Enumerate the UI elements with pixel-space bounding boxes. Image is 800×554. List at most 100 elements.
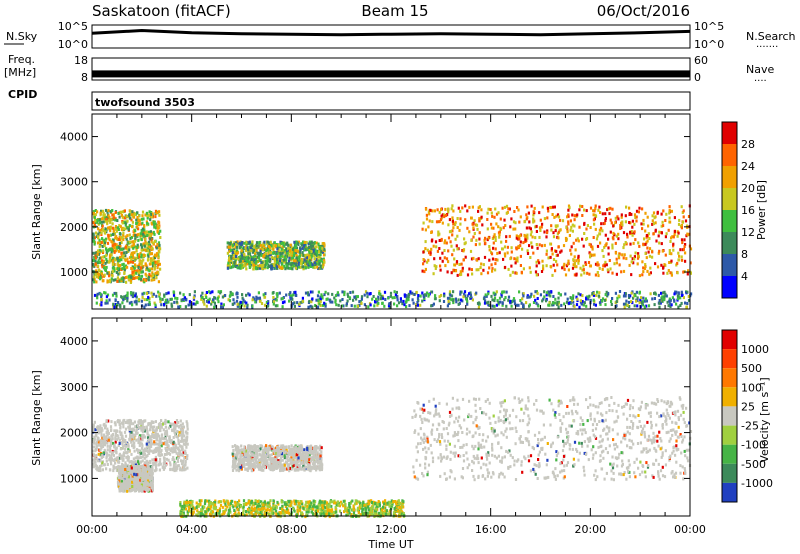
heatmap-cell — [181, 425, 184, 429]
heatmap-cell — [122, 451, 126, 455]
heatmap-cell — [333, 296, 336, 300]
heatmap-cell — [578, 305, 581, 309]
heatmap-cell — [669, 302, 672, 306]
heatmap-cell — [180, 447, 183, 451]
heatmap-cell — [470, 257, 474, 261]
heatmap-cell — [101, 436, 104, 440]
heatmap-cell — [129, 418, 132, 422]
heatmap-cell — [236, 266, 239, 270]
heatmap-cell — [490, 226, 493, 230]
heatmap-cell — [110, 250, 113, 254]
heatmap-cell — [255, 248, 258, 252]
heatmap-cell — [289, 243, 292, 247]
heatmap-cell — [374, 300, 377, 303]
heatmap-cell — [311, 290, 314, 294]
heatmap-cell — [211, 290, 214, 294]
heatmap-cell — [260, 266, 263, 270]
power-ytick-label: 1000 — [60, 266, 88, 279]
heatmap-cell — [139, 434, 142, 438]
heatmap-cell — [137, 269, 140, 273]
heatmap-cell — [186, 457, 189, 461]
heatmap-cell — [107, 431, 110, 435]
heatmap-cell — [579, 299, 582, 303]
heatmap-cell — [566, 297, 569, 301]
heatmap-cell — [649, 271, 652, 275]
heatmap-cell — [116, 267, 119, 270]
heatmap-cell — [161, 441, 164, 445]
heatmap-cell — [180, 452, 183, 456]
heatmap-cell — [298, 302, 301, 306]
heatmap-cell — [176, 297, 179, 300]
heatmap-cell — [138, 452, 141, 456]
heatmap-cell — [142, 217, 145, 221]
heatmap-cell — [311, 305, 314, 309]
heatmap-cell — [92, 449, 95, 453]
heatmap-cell — [276, 247, 279, 251]
heatmap-cell — [108, 256, 112, 260]
heatmap-cell — [93, 280, 96, 284]
heatmap-cell — [575, 238, 578, 242]
heatmap-cell — [528, 244, 531, 248]
heatmap-cell — [159, 229, 162, 233]
heatmap-cell — [351, 290, 355, 294]
heatmap-cell — [548, 303, 551, 307]
heatmap-cell — [403, 293, 406, 297]
heatmap-cell — [513, 299, 516, 303]
heatmap-cell — [307, 259, 310, 263]
heatmap-cell — [172, 290, 175, 294]
heatmap-cell — [545, 293, 548, 297]
heatmap-cell — [498, 251, 501, 255]
heatmap-cell — [317, 255, 320, 259]
heatmap-cell — [577, 292, 580, 296]
heatmap-cell — [512, 297, 516, 301]
heatmap-cell — [162, 436, 165, 440]
heatmap-cell — [146, 430, 149, 434]
heatmap-cell — [321, 246, 324, 250]
heatmap-cell — [617, 294, 620, 298]
heatmap-cell — [273, 244, 276, 247]
heatmap-cell — [358, 303, 361, 307]
heatmap-cell — [140, 451, 143, 455]
heatmap-cell — [140, 260, 143, 264]
heatmap-cell — [594, 303, 597, 307]
heatmap-cell — [517, 235, 520, 239]
heatmap-cell — [135, 302, 138, 306]
heatmap-cell — [147, 278, 150, 282]
heatmap-cell — [151, 425, 154, 429]
heatmap-cell — [140, 255, 143, 259]
heatmap-cell — [519, 264, 522, 267]
heatmap-cell — [415, 303, 418, 307]
heatmap-cell — [107, 218, 111, 222]
heatmap-cell — [128, 276, 131, 279]
heatmap-cell — [121, 456, 124, 460]
heatmap-cell — [253, 258, 256, 262]
heatmap-cell — [140, 243, 143, 247]
heatmap-cell — [501, 291, 504, 295]
heatmap-cell — [666, 271, 669, 275]
heatmap-cell — [407, 295, 410, 299]
heatmap-cell — [121, 440, 124, 444]
heatmap-cell — [167, 444, 170, 448]
heatmap-cell — [133, 300, 136, 304]
heatmap-cell — [554, 229, 557, 233]
heatmap-cell — [102, 439, 105, 443]
heatmap-cell — [149, 437, 152, 440]
heatmap-cell — [426, 260, 429, 264]
heatmap-cell — [301, 296, 304, 300]
power-colorbar-swatch — [722, 232, 737, 254]
heatmap-cell — [154, 465, 158, 469]
heatmap-cell — [538, 226, 542, 230]
heatmap-cell — [102, 213, 105, 217]
heatmap-cell — [94, 262, 97, 266]
heatmap-cell — [251, 298, 254, 302]
power-colorbar-tick: 24 — [741, 160, 755, 173]
heatmap-cell — [122, 276, 125, 280]
heatmap-cell — [144, 419, 147, 423]
heatmap-cell — [130, 293, 133, 297]
heatmap-cell — [172, 440, 175, 444]
heatmap-cell — [411, 291, 414, 295]
heatmap-cell — [143, 226, 146, 230]
heatmap-cell — [317, 262, 320, 266]
heatmap-cell — [144, 213, 147, 217]
heatmap-cell — [211, 300, 214, 304]
